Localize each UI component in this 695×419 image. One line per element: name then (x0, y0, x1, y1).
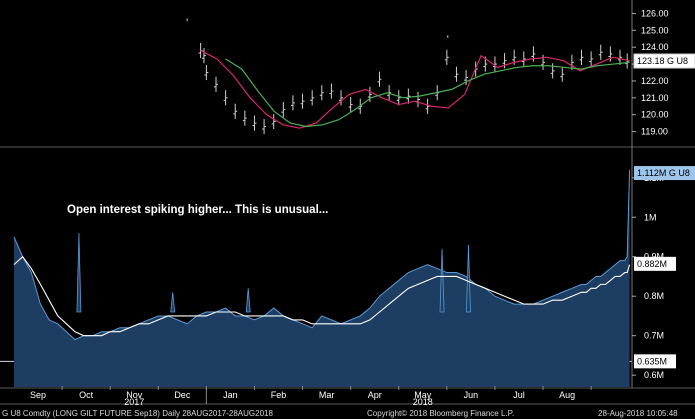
oi-y-tick-label: 0.9M (644, 252, 664, 262)
x-tick-label: Nov (126, 390, 143, 400)
oi-ma-value-tag (634, 256, 676, 271)
open-interest-ma-line (13, 255, 631, 337)
oi-y-tick-label: 1M (644, 212, 657, 222)
price-y-tick-label: 126.00 (641, 8, 669, 18)
oi-last-value-tag (634, 166, 695, 181)
open-interest-line (13, 169, 631, 341)
axis-layer: Sep Oct Nov Dec Jan Feb Mar Apr May Jun Jul Aug 2017… (0, 0, 695, 407)
x-tick-label: Mar (319, 390, 335, 400)
moving-average-line (200, 50, 630, 129)
footer-center: Copyright© 2018 Bloomberg Finance L.P. (367, 409, 514, 418)
oi-y-tick-label: 0.6M (644, 370, 664, 380)
moving-average-line (225, 58, 630, 128)
price-last-value-tag (633, 53, 695, 69)
x-tick-label: Jul (513, 390, 525, 400)
x-year-label: 2018 (413, 397, 433, 407)
x-tick-label: Feb (271, 390, 287, 400)
price-last-value-text: 123.18 G U8 (637, 56, 688, 66)
x-tick-label: Aug (559, 390, 575, 400)
annotation-text: Open interest spiking higher... This is … (67, 204, 328, 216)
price-y-tick-label: 119.00 (641, 127, 668, 137)
x-tick-label: Jun (464, 390, 479, 400)
oi-ma-value-text: 0.882M (637, 259, 667, 269)
price-y-tick-label: 121.00 (641, 93, 669, 103)
open-interest-spike (76, 233, 82, 313)
oi-y-tick-label: 0.7M (644, 331, 664, 341)
price-y-tick-label: 125.00 (641, 25, 669, 35)
open-interest-spike (170, 292, 176, 313)
open-interest-panel (0, 169, 632, 387)
footer-left: G U8 Comdty (LONG GILT FUTURE Sep18) Dai… (2, 409, 273, 418)
oi-y-tick-label: 0.8M (644, 291, 664, 301)
open-interest-spike (245, 288, 251, 313)
oi-last-value-text: 1.112M G U8 (637, 168, 690, 178)
price-y-tick-label: 122.00 (641, 76, 669, 86)
x-year-label: 2017 (124, 397, 144, 407)
x-tick-label: Apr (368, 390, 382, 400)
open-interest-area (14, 169, 630, 387)
open-interest-spike (439, 248, 445, 313)
oi-ref-value-text: 0.635M (637, 356, 667, 366)
price-y-tick-label: 120.00 (641, 110, 669, 120)
x-tick-label: Jan (223, 390, 238, 400)
footer-right: 28-Aug-2018 10:05:48 (598, 409, 678, 418)
x-tick-label: May (414, 390, 432, 400)
price-panel (186, 18, 630, 135)
oi-ref-value-tag (634, 354, 676, 369)
open-interest-spike (466, 244, 471, 313)
price-y-tick-label: 124.00 (641, 42, 669, 52)
x-tick-label: Sep (30, 390, 46, 400)
x-tick-label: Oct (79, 390, 94, 400)
x-tick-label: Dec (174, 390, 191, 400)
